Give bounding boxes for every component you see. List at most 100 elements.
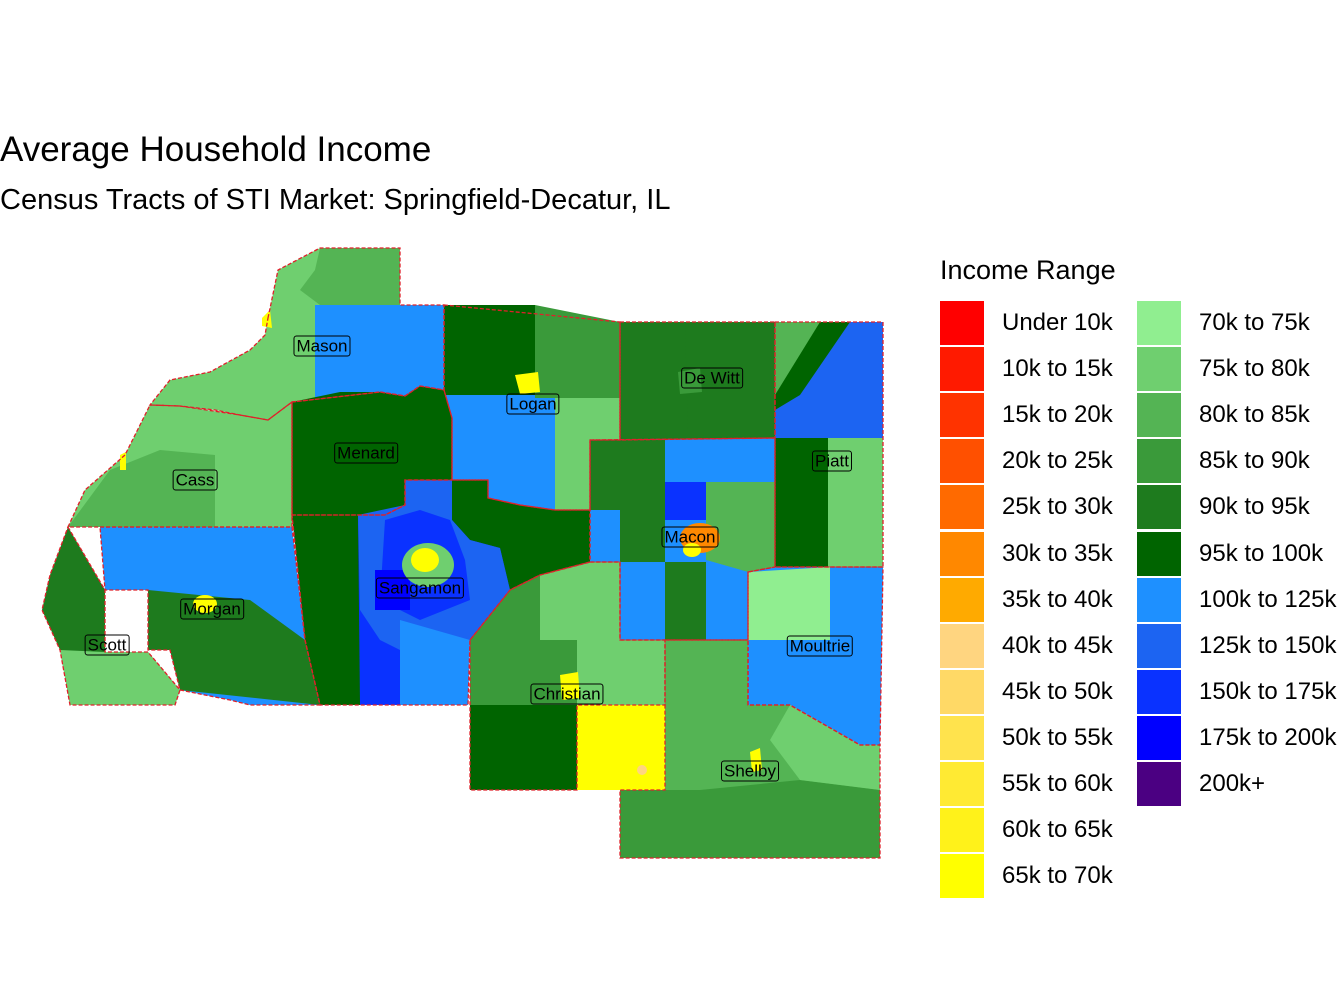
sangamon-tract-north — [452, 480, 590, 590]
county-label-morgan: Morgan — [180, 598, 244, 620]
boundary-christian — [469, 561, 666, 791]
legend-swatch — [940, 485, 984, 530]
map-subtitle: Census Tracts of STI Market: Springfield… — [0, 184, 671, 216]
legend-label: 100k to 125k — [1199, 585, 1337, 613]
legend-label: 70k to 75k — [1199, 309, 1310, 336]
legend-label: 65k to 70k — [1002, 862, 1113, 890]
legend-label: Under 10k — [1002, 309, 1113, 336]
map-title: Average Household Income — [0, 130, 432, 169]
cass-tract-yellow — [120, 452, 126, 470]
dewitt-tract-center — [685, 322, 775, 438]
county-label-cass: Cass — [172, 469, 218, 491]
legend-swatch — [940, 669, 984, 714]
legend-label: 85k to 90k — [1199, 447, 1310, 475]
legend-label: 95k to 100k — [1199, 539, 1324, 567]
macon-tract-east — [706, 482, 775, 572]
sangamon-tract-center — [411, 548, 439, 572]
logan-tract-east — [535, 305, 620, 398]
sangamon-tract-south — [400, 620, 470, 705]
legend-label: 25k to 30k — [1002, 493, 1113, 521]
legend-swatch — [1137, 531, 1181, 576]
boundary-shelby — [619, 639, 881, 859]
legend-swatch — [940, 808, 984, 853]
legend-label: 20k to 25k — [1002, 447, 1113, 475]
legend-swatch — [1137, 577, 1181, 622]
boundary-morgan — [99, 526, 321, 706]
legend-swatch — [940, 577, 984, 622]
mason-tract-north — [300, 248, 400, 305]
shelby-tract-town — [750, 748, 762, 772]
morgan-tract-center — [170, 527, 300, 600]
legend-swatch — [1137, 715, 1181, 760]
legend-label: 75k to 80k — [1199, 355, 1310, 383]
legend-label: 200k+ — [1199, 770, 1266, 797]
county-label-menard: Menard — [334, 442, 398, 464]
legend-label: 45k to 50k — [1002, 677, 1113, 705]
cass-tract-west — [68, 450, 215, 527]
county-label-moultrie: Moultrie — [786, 635, 854, 657]
moultrie-tract-east — [830, 567, 883, 745]
legend-swatch — [940, 623, 984, 668]
boundary-piatt — [774, 321, 884, 568]
legend-swatch — [1137, 669, 1181, 714]
piatt-tract-east — [828, 438, 883, 567]
county-label-piatt: Piatt — [811, 450, 853, 472]
sangamon-tract-west — [292, 515, 360, 705]
macon-tract-center — [665, 482, 706, 520]
shelby-tract-south — [620, 780, 880, 858]
legend-swatch — [1137, 485, 1181, 530]
legend-label: 30k to 35k — [1002, 539, 1113, 567]
christian-tract-northeast — [540, 562, 665, 705]
legend-label: 60k to 65k — [1002, 816, 1113, 844]
macon-tract-north — [665, 438, 775, 482]
macon-tract-south — [620, 562, 665, 640]
county-label-shelby: Shelby — [721, 760, 779, 782]
mason-tract-yellow — [262, 310, 272, 328]
legend-label: 15k to 20k — [1002, 401, 1113, 429]
legend-swatch — [1137, 439, 1181, 484]
legend-label: 40k to 45k — [1002, 631, 1113, 659]
legend-label: 150k to 175k — [1199, 677, 1337, 705]
logan-tract-north — [444, 305, 535, 395]
county-label-logan: Logan — [506, 393, 560, 415]
legend-title: Income Range — [940, 255, 1116, 285]
morgan-tract-town — [193, 595, 217, 613]
logan-tract-yellow — [515, 372, 540, 394]
dewitt-tract-northeast — [775, 322, 820, 395]
legend-swatch — [1137, 762, 1181, 806]
boundary-macon — [589, 437, 776, 641]
piatt-tract-north — [775, 322, 883, 438]
menard-tract-west — [292, 392, 380, 515]
christian-tract-town — [560, 672, 580, 700]
legend-label: 55k to 60k — [1002, 770, 1113, 797]
legend-swatch — [940, 715, 984, 760]
legend-label: 10k to 15k — [1002, 355, 1113, 383]
county-label-christian: Christian — [530, 683, 604, 705]
macon-tract-southeast — [706, 560, 748, 640]
shelby-tract-east — [770, 705, 880, 790]
boundary-scott — [41, 525, 181, 706]
county-label-de-witt: De Witt — [681, 367, 743, 389]
county-label-mason: Mason — [293, 335, 351, 357]
christian-tract-southwest — [470, 705, 577, 790]
legend-swatch — [1137, 393, 1181, 438]
county-label-macon: Macon — [661, 526, 719, 548]
legend-swatch — [1137, 301, 1181, 345]
christian-tract-southeast — [577, 705, 665, 790]
county-label-scott: Scott — [84, 634, 130, 656]
legend-label: 175k to 200k — [1199, 723, 1337, 751]
legend-swatch — [1137, 347, 1181, 392]
legend-swatch — [940, 439, 984, 484]
macon-tract-mid — [665, 562, 706, 640]
legend-label: 80k to 85k — [1199, 401, 1310, 429]
macon-tract-west — [590, 440, 665, 562]
boundary-sangamon — [291, 479, 591, 706]
legend-label: 50k to 55k — [1002, 723, 1113, 751]
legend-swatch — [940, 531, 984, 576]
legend-label: 90k to 95k — [1199, 493, 1310, 521]
legend-swatch — [940, 393, 984, 438]
legend-swatch — [940, 762, 984, 806]
legend-swatch — [940, 347, 984, 392]
legend-label: 35k to 40k — [1002, 585, 1113, 613]
scott-tract-south — [60, 650, 180, 705]
